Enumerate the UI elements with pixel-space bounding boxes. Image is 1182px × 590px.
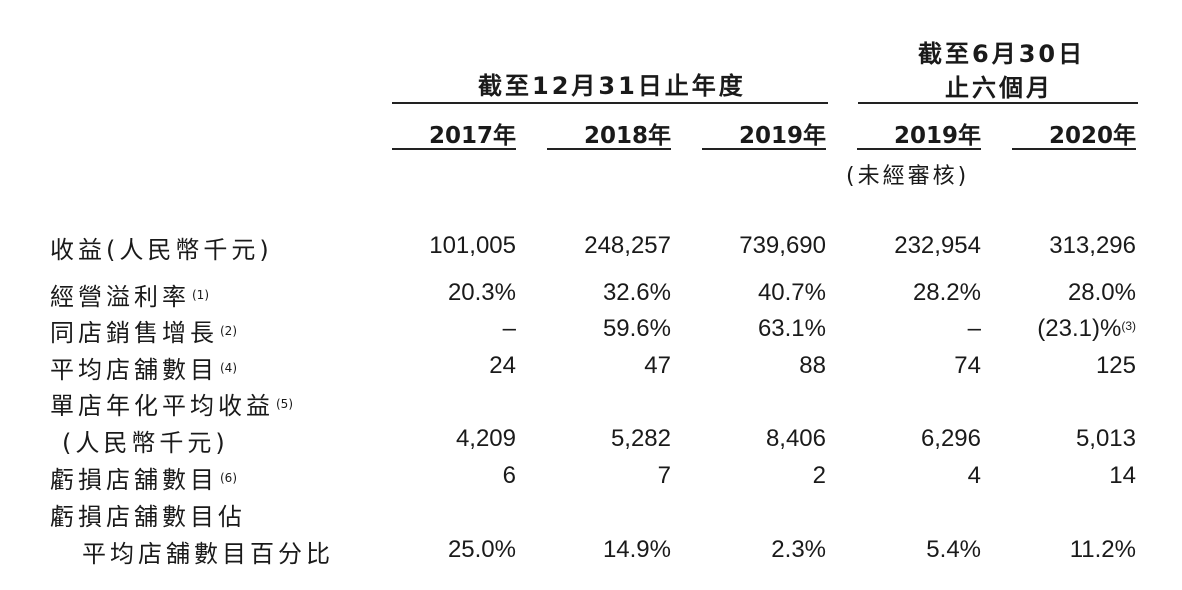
cell-revenue-2019: 739,690 bbox=[739, 232, 826, 259]
cell-sss-2017: – bbox=[502, 315, 516, 342]
cell-loss-2020h: 14 bbox=[1109, 462, 1136, 489]
year-header-2018: 2018年 bbox=[583, 123, 671, 149]
cell-storerev-2019: 8,406 bbox=[765, 425, 826, 452]
year-header-2017: 2017年 bbox=[428, 123, 516, 149]
header-rule-year bbox=[392, 102, 828, 104]
year-rule-2019-half bbox=[857, 148, 981, 150]
cell-revenue-2017: 101,005 bbox=[429, 232, 516, 259]
row-label-sss-growth: 同店銷售增長 (2) bbox=[50, 319, 237, 347]
cell-stores-2017: 24 bbox=[489, 352, 516, 379]
cell-loss-2017: 6 bbox=[502, 462, 516, 489]
year-header-2019: 2019年 bbox=[738, 123, 826, 149]
header-six-months-line2: 止六個月 bbox=[945, 74, 1053, 102]
header-six-months-line1: 截至6月30日 bbox=[918, 40, 1086, 68]
row-label-avg-stores: 平均店舖數目 (4) bbox=[50, 356, 237, 384]
cell-revenue-2019h: 232,954 bbox=[894, 232, 981, 259]
cell-storerev-2018: 5,282 bbox=[610, 425, 671, 452]
cell-sss-2019: 63.1% bbox=[757, 315, 826, 342]
cell-loss-2019h: 4 bbox=[967, 462, 981, 489]
cell-margin-2019h: 28.2% bbox=[912, 279, 981, 306]
cell-losspct-2017: 25.0% bbox=[447, 536, 516, 563]
year-rule-2018 bbox=[547, 148, 671, 150]
row-label-store-rev-unit: (人民幣千元) bbox=[62, 429, 229, 457]
cell-storerev-2017: 4,209 bbox=[455, 425, 516, 452]
cell-stores-2019: 88 bbox=[799, 352, 826, 379]
year-header-2019-half: 2019年 bbox=[893, 123, 981, 149]
cell-stores-2019h: 74 bbox=[954, 352, 981, 379]
year-rule-2017 bbox=[392, 148, 516, 150]
cell-sss-2019h: – bbox=[967, 315, 981, 342]
unaudited-note: (未經審核) bbox=[846, 164, 970, 189]
cell-losspct-2019: 2.3% bbox=[771, 536, 826, 563]
cell-stores-2018: 47 bbox=[644, 352, 671, 379]
row-label-store-rev: 單店年化平均收益 (5) bbox=[50, 392, 293, 420]
cell-revenue-2018: 248,257 bbox=[584, 232, 671, 259]
cell-margin-2019: 40.7% bbox=[757, 279, 826, 306]
cell-loss-2019: 2 bbox=[812, 462, 826, 489]
cell-sss-2018: 59.6% bbox=[602, 315, 671, 342]
row-label-loss-stores: 虧損店舖數目 (6) bbox=[50, 466, 237, 494]
cell-revenue-2020h: 313,296 bbox=[1049, 232, 1136, 259]
cell-stores-2020h: 125 bbox=[1095, 352, 1136, 379]
header-year-ended: 截至12月31日止年度 bbox=[478, 72, 746, 100]
row-label-op-margin: 經營溢利率 (1) bbox=[50, 283, 209, 311]
cell-loss-2018: 7 bbox=[657, 462, 671, 489]
row-label-loss-pct-2: 平均店舖數目百分比 bbox=[82, 540, 334, 568]
header-rule-half bbox=[858, 102, 1138, 104]
cell-storerev-2019h: 6,296 bbox=[920, 425, 981, 452]
cell-losspct-2019h: 5.4% bbox=[926, 536, 981, 563]
row-label-revenue: 收益(人民幣千元) bbox=[50, 236, 273, 264]
cell-losspct-2020h: 11.2% bbox=[1069, 536, 1136, 563]
cell-sss-2020h: (23.1)%(3) bbox=[1037, 315, 1136, 342]
cell-margin-2018: 32.6% bbox=[602, 279, 671, 306]
cell-storerev-2020h: 5,013 bbox=[1075, 425, 1136, 452]
year-rule-2019 bbox=[702, 148, 826, 150]
cell-margin-2020h: 28.0% bbox=[1067, 279, 1136, 306]
cell-losspct-2018: 14.9% bbox=[602, 536, 671, 563]
year-rule-2020-half bbox=[1012, 148, 1136, 150]
year-header-2020-half: 2020年 bbox=[1048, 123, 1136, 149]
row-label-loss-pct: 虧損店舖數目佔 bbox=[50, 503, 246, 531]
cell-margin-2017: 20.3% bbox=[447, 279, 516, 306]
